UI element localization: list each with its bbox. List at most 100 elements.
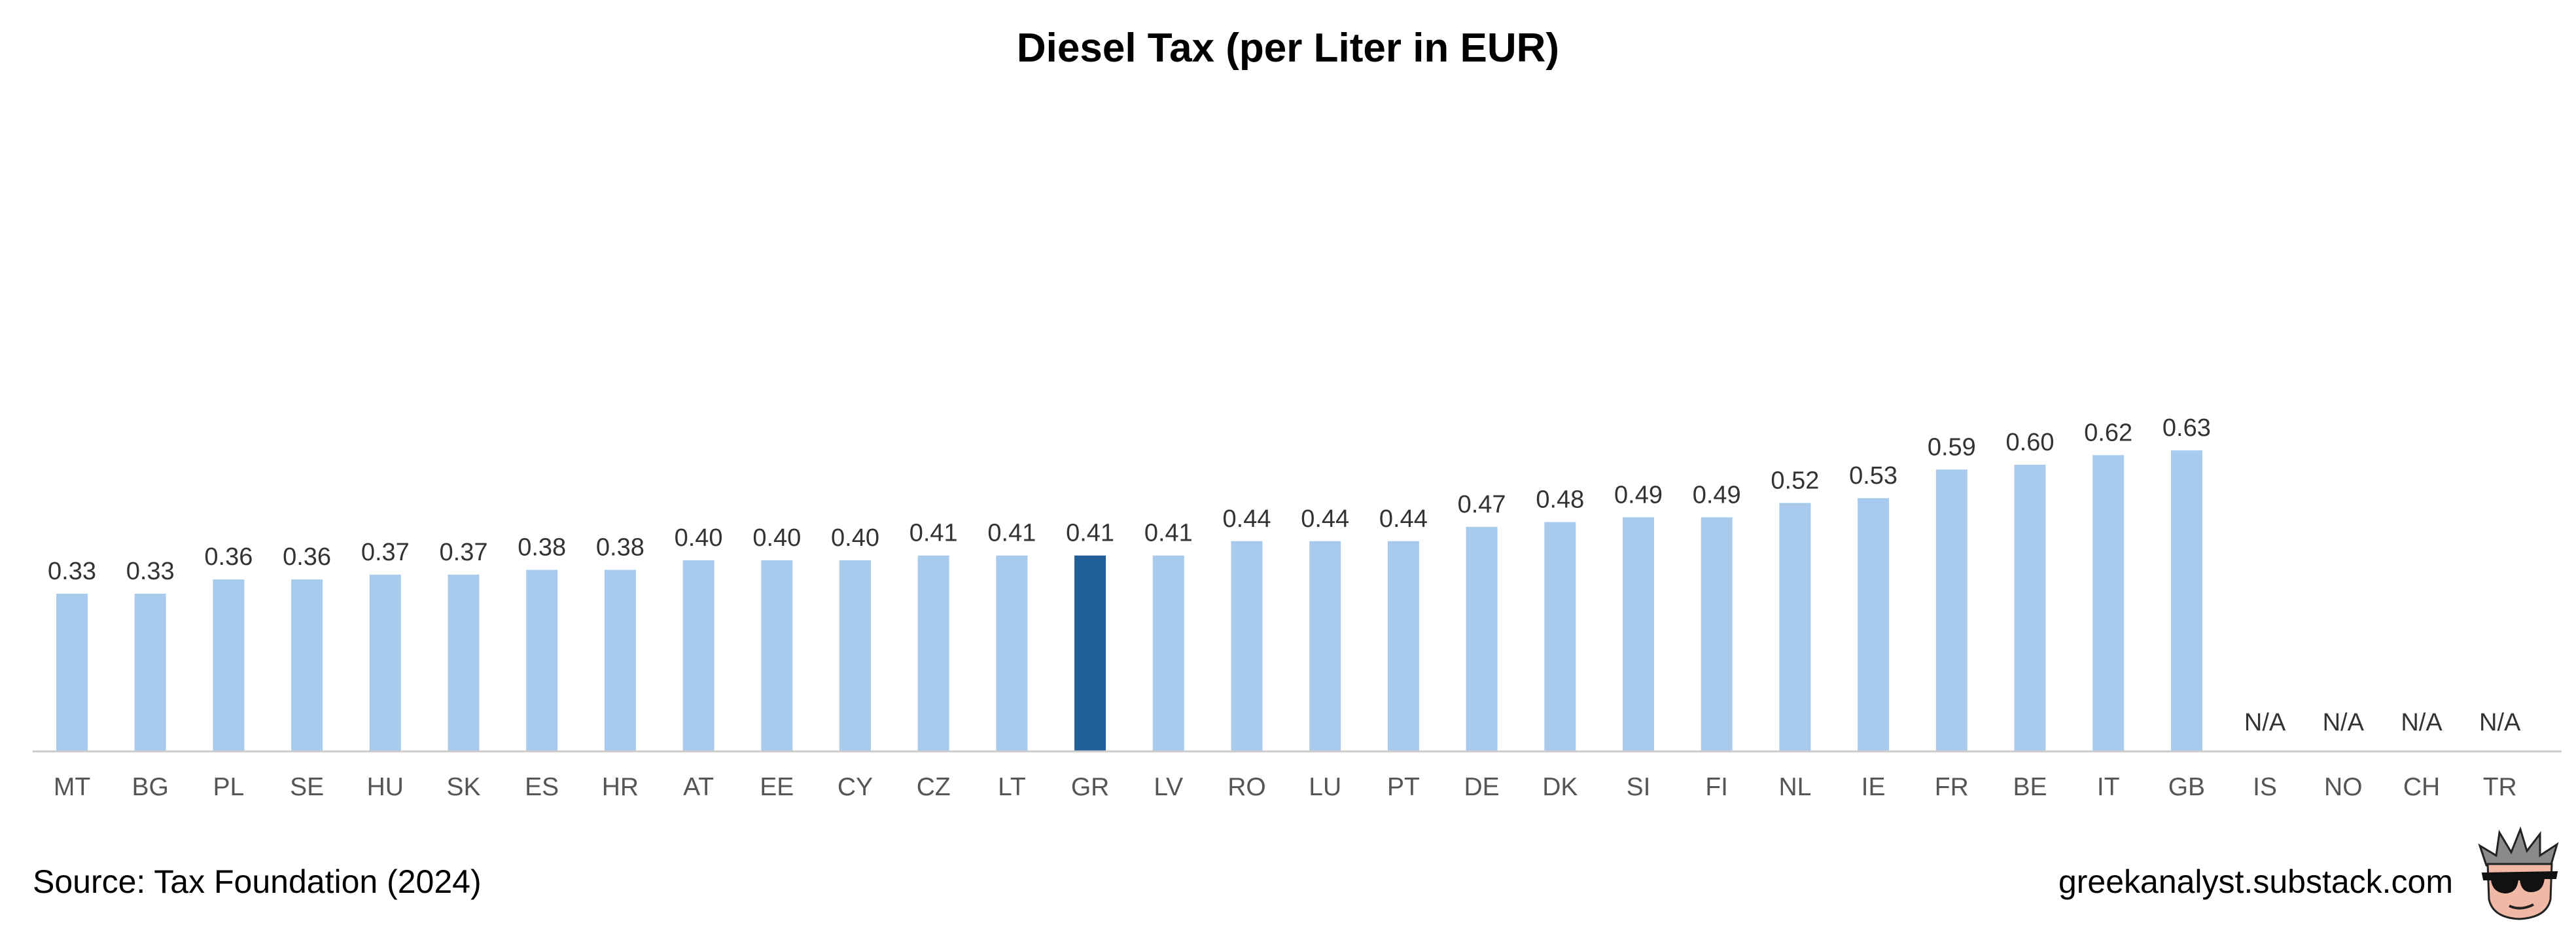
tick-labels-layer: MT BG PL SE HU SK ES HR AT EE CY CZ LT GR LV RO LU PT DE DK…: [54, 773, 2517, 801]
value-label-pl: 0.36: [204, 543, 253, 571]
value-label-fi: 0.49: [1693, 481, 1741, 509]
tick-label-pt: PT: [1387, 773, 1420, 801]
bar-fi: [1701, 517, 1733, 751]
value-label-bg: 0.33: [126, 558, 175, 585]
bar-chart: 0.33 0.33 0.36 0.36 0.37 0.37 0.38 0.38 0.40 0.40…: [33, 414, 2562, 801]
tick-label-es: ES: [525, 773, 559, 801]
bar-de: [1466, 526, 1498, 751]
tick-label-se: SE: [290, 773, 324, 801]
tick-label-lu: LU: [1309, 773, 1341, 801]
tick-label-lt: LT: [998, 773, 1026, 801]
bar-at: [682, 560, 715, 751]
bar-mt: [56, 594, 88, 751]
tick-label-cz: CZ: [917, 773, 951, 801]
bar-hr: [604, 569, 636, 751]
value-label-fr: 0.59: [1928, 433, 1976, 461]
tick-label-cy: CY: [838, 773, 873, 801]
bar-hu: [369, 574, 401, 751]
tick-label-at: AT: [683, 773, 714, 801]
value-label-se: 0.36: [283, 543, 331, 571]
bar-gb: [2170, 450, 2202, 751]
value-label-gr: 0.41: [1066, 520, 1114, 547]
tick-label-ro: RO: [1227, 773, 1266, 801]
tick-label-pl: PL: [213, 773, 245, 801]
tick-label-lv: LV: [1154, 773, 1183, 801]
value-label-lu: 0.44: [1301, 505, 1349, 533]
tick-label-is: IS: [2253, 773, 2277, 801]
bar-nl: [1779, 503, 1811, 751]
value-label-tr: N/A: [2479, 709, 2521, 736]
bar-si: [1623, 517, 1654, 751]
tick-label-hr: HR: [602, 773, 639, 801]
bar-cz: [917, 555, 949, 751]
value-label-pt: 0.44: [1379, 505, 1428, 533]
tick-label-it: IT: [2097, 773, 2120, 801]
value-label-is: N/A: [2244, 709, 2286, 736]
tick-label-ie: IE: [1861, 773, 1886, 801]
tick-label-ee: EE: [760, 773, 794, 801]
bar-ro: [1231, 541, 1263, 751]
value-label-no: N/A: [2323, 709, 2365, 736]
bars-layer: [56, 450, 2202, 751]
value-label-sk: 0.37: [440, 539, 488, 566]
bar-dk: [1544, 522, 1576, 751]
value-label-ie: 0.53: [1849, 462, 1897, 490]
tick-label-hu: HU: [367, 773, 404, 801]
bar-gr: [1074, 555, 1106, 751]
bar-pt: [1387, 541, 1419, 751]
value-label-ee: 0.40: [752, 524, 801, 552]
source-note: Source: Tax Foundation (2024): [33, 863, 482, 900]
value-label-es: 0.38: [518, 534, 566, 562]
value-label-si: 0.49: [1614, 481, 1663, 509]
value-label-hu: 0.37: [361, 539, 410, 566]
tick-label-dk: DK: [1542, 773, 1578, 801]
value-label-de: 0.47: [1458, 491, 1506, 518]
value-label-mt: 0.33: [48, 558, 96, 585]
value-labels-layer: 0.33 0.33 0.36 0.36 0.37 0.37 0.38 0.38 0.40 0.40…: [48, 414, 2521, 736]
tick-label-be: BE: [2013, 773, 2047, 801]
bar-es: [526, 569, 558, 751]
bar-fr: [1935, 469, 1967, 751]
chart-title: Diesel Tax (per Liter in EUR): [1016, 26, 1560, 71]
bar-se: [291, 579, 323, 751]
tick-label-gr: GR: [1071, 773, 1110, 801]
bar-ie: [1858, 498, 1890, 751]
bar-it: [2092, 455, 2125, 751]
tick-label-ch: CH: [2403, 773, 2440, 801]
bar-sk: [448, 574, 480, 751]
tick-label-mt: MT: [54, 773, 90, 801]
tick-label-fr: FR: [1935, 773, 1969, 801]
value-label-ro: 0.44: [1223, 505, 1271, 533]
tick-label-sk: SK: [446, 773, 480, 801]
bar-bg: [134, 594, 166, 751]
bar-be: [2014, 465, 2046, 751]
value-label-gb: 0.63: [2162, 414, 2211, 442]
site-link[interactable]: greekanalyst.substack.com: [2058, 863, 2453, 900]
value-label-at: 0.40: [675, 524, 723, 552]
tick-label-nl: NL: [1778, 773, 1811, 801]
value-label-hr: 0.38: [596, 534, 644, 562]
bar-lv: [1152, 555, 1184, 751]
tick-label-no: NO: [2324, 773, 2363, 801]
bar-lt: [996, 555, 1028, 751]
tick-label-fi: FI: [1705, 773, 1728, 801]
value-label-be: 0.60: [2006, 429, 2055, 456]
value-label-it: 0.62: [2084, 419, 2132, 446]
value-label-ch: N/A: [2401, 709, 2443, 736]
value-label-lv: 0.41: [1144, 520, 1193, 547]
tick-label-si: SI: [1627, 773, 1651, 801]
value-label-nl: 0.52: [1771, 467, 1819, 494]
value-label-lt: 0.41: [987, 520, 1036, 547]
bar-cy: [839, 560, 871, 751]
sunglasses-face-icon: [2478, 826, 2559, 920]
bar-pl: [213, 579, 245, 751]
value-label-cz: 0.41: [909, 520, 958, 547]
value-label-cy: 0.40: [831, 524, 879, 552]
tick-label-de: DE: [1464, 773, 1500, 801]
tick-label-bg: BG: [132, 773, 169, 801]
bar-ee: [761, 560, 793, 751]
tick-label-gb: GB: [2168, 773, 2205, 801]
value-label-dk: 0.48: [1536, 486, 1584, 514]
tick-label-tr: TR: [2483, 773, 2517, 801]
bar-lu: [1309, 541, 1341, 751]
